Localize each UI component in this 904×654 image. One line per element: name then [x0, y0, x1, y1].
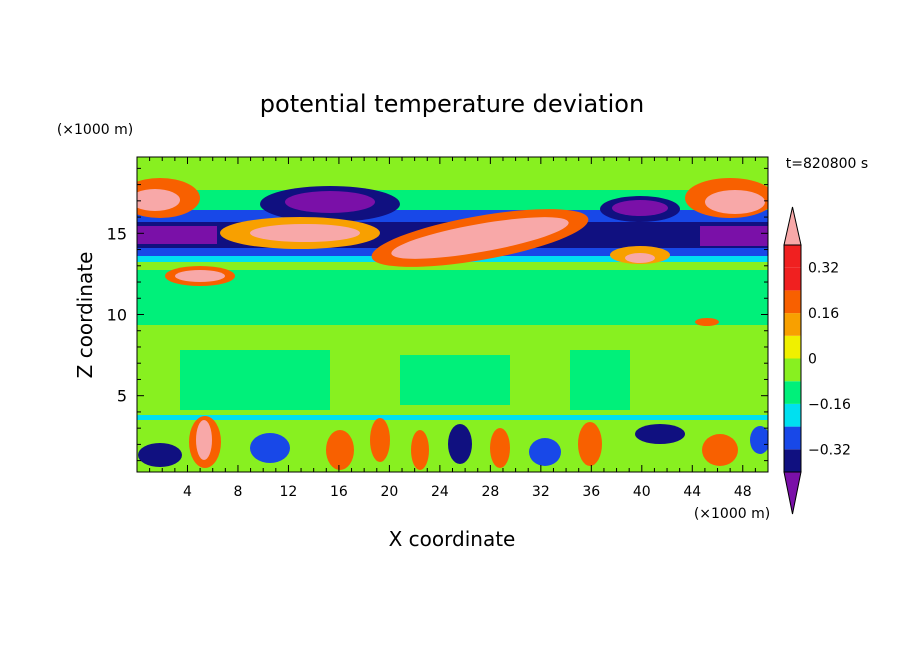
x-axis-unit: (×1000 m) — [694, 506, 770, 522]
y-axis-label: Z coordinate — [73, 252, 97, 379]
colorbar-tick-label: −0.32 — [808, 442, 851, 458]
y-axis: 5 10 15 — [107, 167, 768, 462]
colorbar-bin — [784, 335, 801, 359]
chart-title: potential temperature deviation — [260, 90, 644, 118]
plot-field — [137, 157, 768, 472]
colorbar-bin — [784, 381, 801, 404]
colorbar-tick-label: −0.16 — [808, 397, 851, 413]
colorbar-bin — [784, 449, 801, 472]
x-tick-label: 40 — [633, 484, 651, 500]
colorbar-bin — [784, 290, 801, 314]
x-tick-label: 44 — [683, 484, 701, 500]
x-tick-label: 20 — [380, 484, 398, 500]
y-tick-label: 10 — [107, 306, 127, 325]
x-tick-label: 12 — [280, 484, 298, 500]
x-tick-label: 28 — [481, 484, 499, 500]
colorbar-tick-label: 0.32 — [808, 261, 839, 277]
x-tick-label: 4 — [183, 484, 192, 500]
x-tick-label: 36 — [582, 484, 600, 500]
colorbar-tick-label: 0.16 — [808, 306, 839, 322]
colorbar-bin — [784, 267, 801, 291]
x-tick-label: 32 — [532, 484, 550, 500]
colorbar-bin — [784, 245, 801, 268]
y-tick-label: 5 — [117, 387, 127, 406]
colorbar-min-triangle — [783, 471, 802, 515]
y-axis-unit: (×1000 m) — [57, 122, 133, 138]
x-tick-label: 24 — [431, 484, 449, 500]
colorbar-bin — [784, 426, 801, 450]
colorbar-tick-label: 0 — [808, 352, 817, 368]
x-axis: 4 8 12 16 20 24 28 32 36 40 44 48 — [149, 157, 756, 500]
time-label: t=820800 s — [786, 156, 868, 172]
colorbar-bin — [784, 358, 801, 382]
colorbar-bin — [784, 403, 801, 427]
colorbar-bin — [784, 313, 801, 336]
x-tick-label: 8 — [233, 484, 242, 500]
x-axis-label: X coordinate — [389, 527, 516, 551]
x-tick-label: 16 — [330, 484, 348, 500]
y-tick-label: 15 — [107, 224, 127, 243]
colorbar-max-triangle — [783, 206, 802, 246]
x-tick-label: 48 — [734, 484, 752, 500]
colorbar: 0.32 0.16 0 −0.16 −0.32 — [783, 206, 851, 515]
